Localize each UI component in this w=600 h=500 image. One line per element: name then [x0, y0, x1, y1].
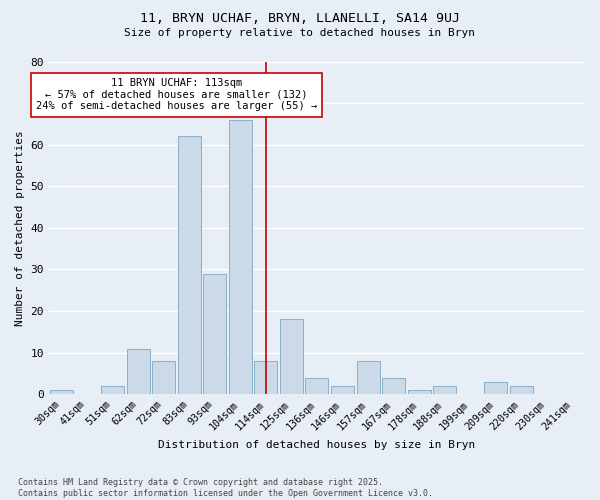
- Bar: [407, 390, 431, 394]
- Text: Contains HM Land Registry data © Crown copyright and database right 2025.
Contai: Contains HM Land Registry data © Crown c…: [18, 478, 433, 498]
- Text: 11, BRYN UCHAF, BRYN, LLANELLI, SA14 9UJ: 11, BRYN UCHAF, BRYN, LLANELLI, SA14 9UJ: [140, 12, 460, 26]
- Bar: [356, 361, 380, 394]
- Y-axis label: Number of detached properties: Number of detached properties: [15, 130, 25, 326]
- Bar: [433, 386, 456, 394]
- Bar: [331, 386, 354, 394]
- Bar: [152, 361, 175, 394]
- Bar: [509, 386, 533, 394]
- Bar: [203, 274, 226, 394]
- Bar: [305, 378, 328, 394]
- Bar: [178, 136, 201, 394]
- Bar: [229, 120, 252, 394]
- Bar: [280, 320, 303, 394]
- Bar: [127, 348, 150, 395]
- Bar: [101, 386, 124, 394]
- X-axis label: Distribution of detached houses by size in Bryn: Distribution of detached houses by size …: [158, 440, 476, 450]
- Bar: [382, 378, 405, 394]
- Bar: [254, 361, 277, 394]
- Bar: [484, 382, 507, 394]
- Bar: [50, 390, 73, 394]
- Text: Size of property relative to detached houses in Bryn: Size of property relative to detached ho…: [125, 28, 476, 38]
- Text: 11 BRYN UCHAF: 113sqm
← 57% of detached houses are smaller (132)
24% of semi-det: 11 BRYN UCHAF: 113sqm ← 57% of detached …: [36, 78, 317, 112]
